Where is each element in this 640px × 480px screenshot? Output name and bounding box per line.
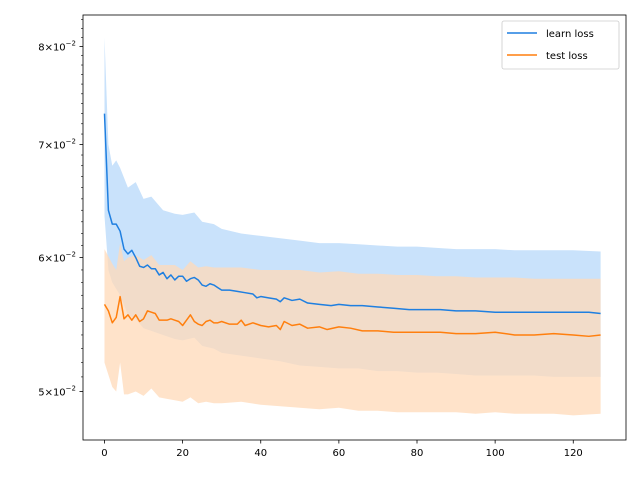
- x-tick-label: 0: [101, 448, 107, 459]
- legend: learn loss test loss: [501, 20, 620, 70]
- y-tick-label: 8×10−2: [38, 39, 76, 53]
- learn-loss-line: [103, 113, 601, 315]
- axes-frame: [82, 14, 627, 441]
- x-tick-label: 20: [176, 448, 189, 459]
- x-tick-label: 40: [254, 448, 267, 459]
- test-loss-line: [103, 295, 601, 338]
- legend-test-loss-label: test loss: [546, 51, 588, 62]
- y-tick-label: 7×10−2: [38, 137, 76, 151]
- x-axis: 0 20 40 60 80 100 120: [101, 440, 583, 459]
- y-tick-label: 5×10−2: [38, 384, 76, 398]
- legend-learn-loss-label: learn loss: [546, 29, 594, 40]
- y-tick-label: 6×10−2: [38, 251, 76, 265]
- x-tick-label: 120: [564, 448, 583, 459]
- x-tick-label: 100: [486, 448, 505, 459]
- series-lines: [103, 113, 601, 338]
- x-tick-label: 80: [411, 448, 424, 459]
- x-tick-label: 60: [333, 448, 346, 459]
- y-axis: 5×10−2 6×10−2 7×10−2 8×10−2: [38, 19, 83, 398]
